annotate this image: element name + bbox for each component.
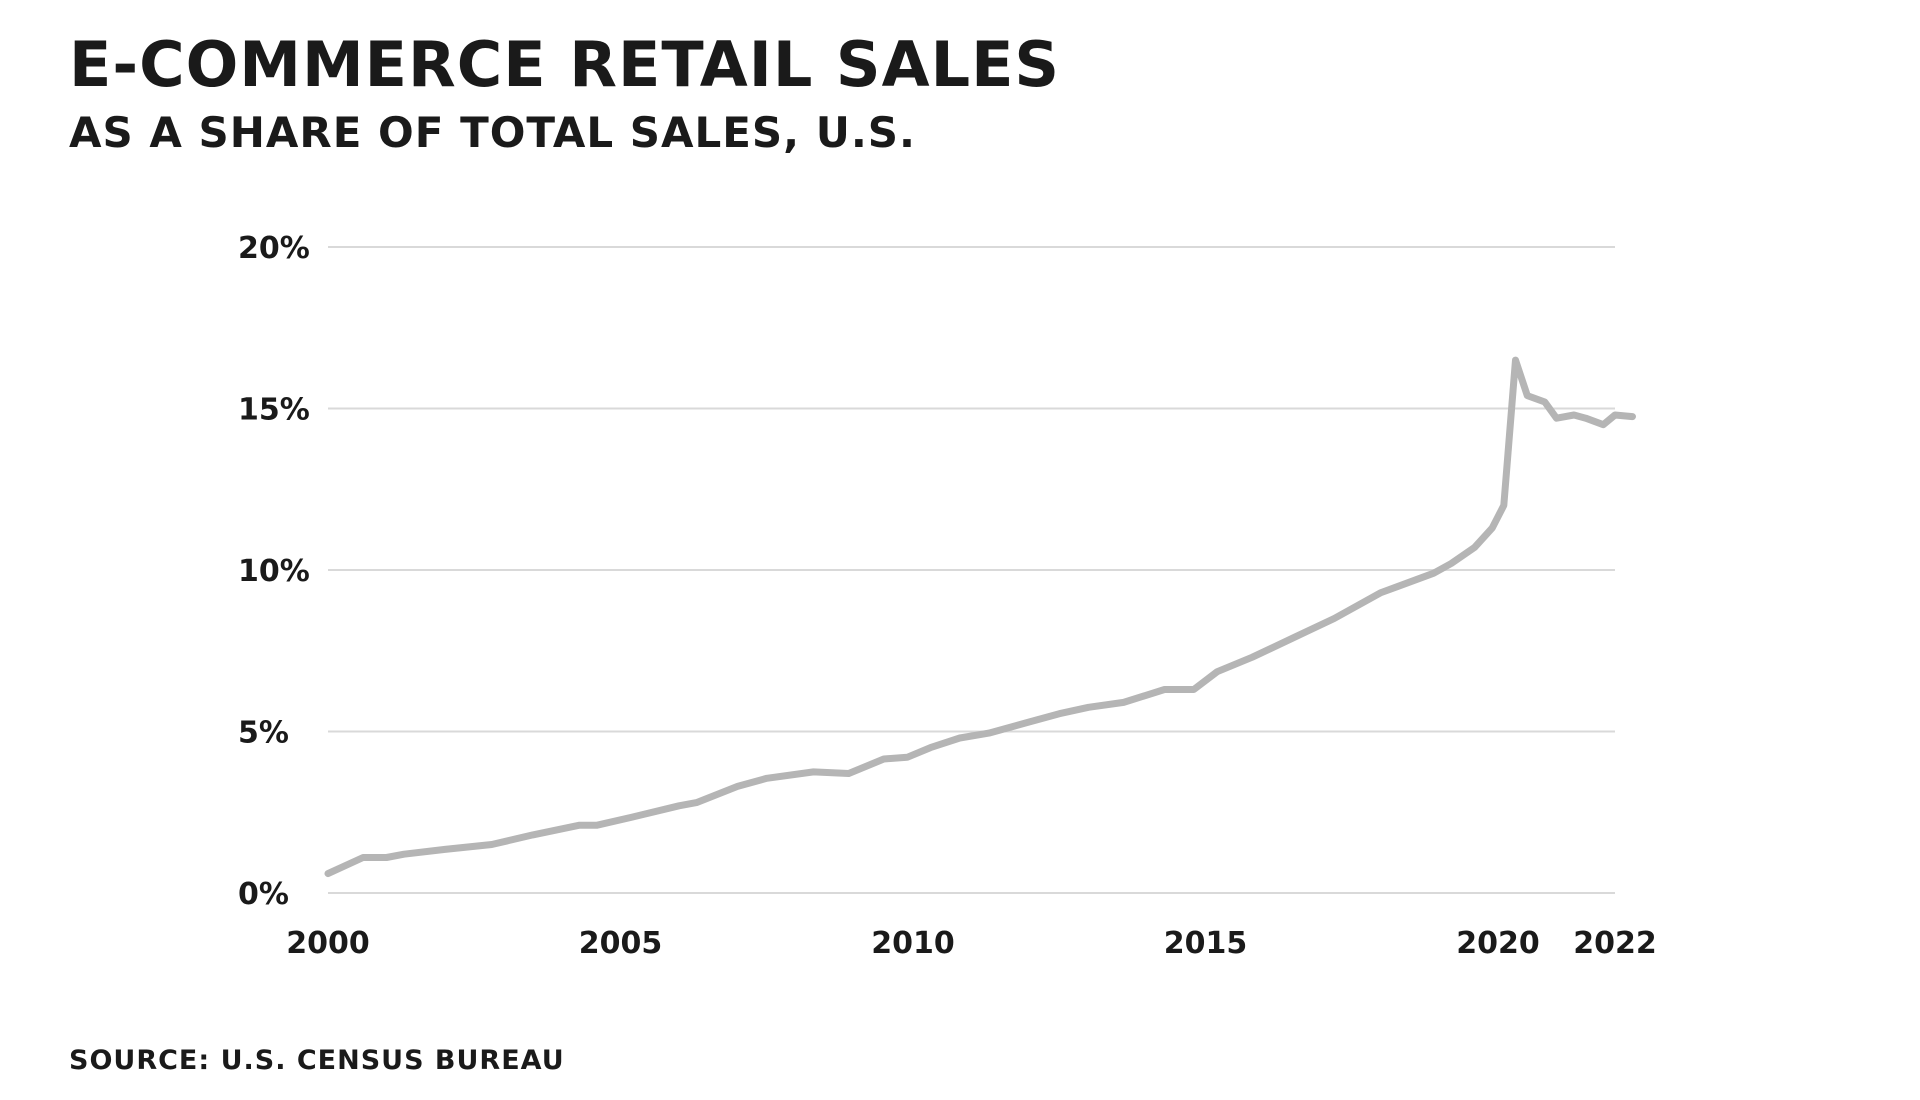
x-tick-label: 2005 [579,926,663,961]
y-tick-label: 20% [238,231,310,266]
grid-lines [328,246,1615,894]
x-axis-labels: 2000 2005 2010 2015 2020 2022 [286,926,1657,961]
y-tick-label: 5% [238,716,289,751]
y-axis-labels: 0% 5% 10% 15% 20% [238,231,310,912]
chart-title: E-COMMERCE RETAIL SALES [69,28,1061,101]
series-layer [324,356,1636,878]
x-tick-label: 2022 [1573,926,1657,961]
y-tick-label: 0% [238,877,289,912]
series-line [324,356,1636,878]
chart-subtitle: AS A SHARE OF TOTAL SALES, U.S. [69,108,917,157]
source-note: SOURCE: U.S. CENSUS BUREAU [69,1045,565,1076]
x-tick-label: 2000 [286,926,370,961]
x-tick-label: 2015 [1164,926,1248,961]
y-tick-label: 10% [238,554,310,589]
y-tick-label: 15% [238,393,310,428]
x-tick-label: 2010 [871,926,955,961]
x-tick-label: 2020 [1456,926,1540,961]
